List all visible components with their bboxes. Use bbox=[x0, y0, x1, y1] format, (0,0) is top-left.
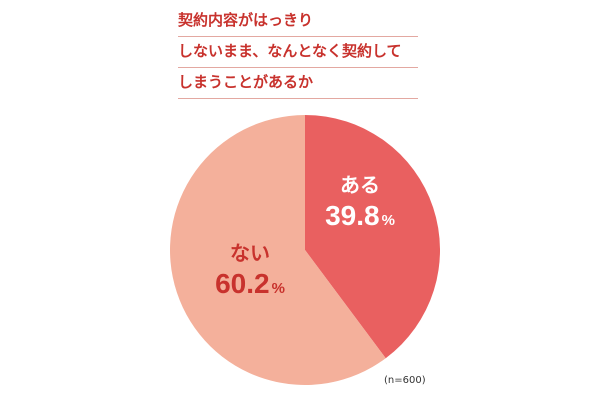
title-line-3: しまうことがあるか bbox=[178, 68, 418, 99]
slice-label-aru: ある bbox=[340, 173, 380, 197]
slice-label-nai: ない bbox=[230, 241, 270, 265]
title-line-2: しないまま、なんとなく契約して bbox=[178, 37, 418, 68]
title-line-3-text: しまうことがあるか bbox=[178, 73, 314, 91]
title-line-1: 契約内容がはっきり bbox=[178, 6, 418, 37]
title-line-2-text: しないまま、なんとなく契約して bbox=[178, 42, 402, 60]
slice-value-nai: 60.2% bbox=[215, 268, 285, 299]
title-line-1-text: 契約内容がはっきり bbox=[178, 11, 314, 29]
pie-slice-nai bbox=[170, 114, 386, 385]
pie-slice-aru bbox=[305, 115, 440, 359]
chart-title: 契約内容がはっきり しないまま、なんとなく契約して しまうことがあるか bbox=[178, 6, 418, 99]
sample-size-note: (n=600) bbox=[384, 375, 426, 386]
slice-value-aru: 39.8% bbox=[325, 200, 395, 231]
